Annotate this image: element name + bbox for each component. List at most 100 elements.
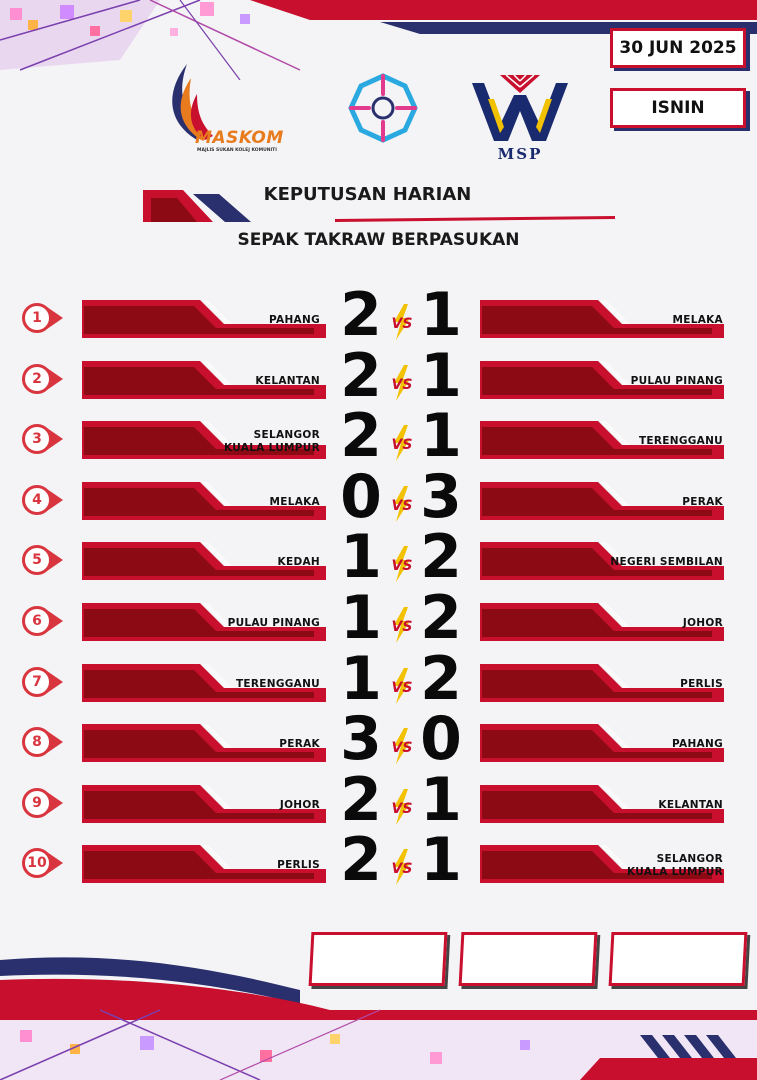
home-team-bar <box>82 662 326 706</box>
home-team-name: KELANTAN <box>255 375 320 388</box>
home-team-name: MELAKA <box>269 496 320 509</box>
home-team-line: JOHOR <box>279 798 320 811</box>
home-team-name: PERAK <box>279 738 320 751</box>
svg-text:VS: VS <box>392 558 413 574</box>
home-team-line: KELANTAN <box>255 374 320 387</box>
away-score: 0 <box>420 704 462 775</box>
home-team-name: JOHOR <box>280 799 320 812</box>
home-score: 1 <box>340 522 382 593</box>
away-team-bar <box>480 783 724 827</box>
away-team-line: PAHANG <box>672 738 723 751</box>
away-team-line: KELANTAN <box>658 798 723 811</box>
home-score: 2 <box>340 825 382 896</box>
home-score: 2 <box>340 280 382 350</box>
home-team-bar <box>82 783 326 827</box>
home-score: 1 <box>340 643 382 714</box>
home-score: 3 <box>340 704 382 775</box>
home-team-name: SELANGOR KUALA LUMPUR <box>224 429 320 455</box>
match-row: 7 TERENGGANU 1 VS 2 PERLIS <box>0 648 757 714</box>
away-team-name: TERENGGANU <box>639 435 723 448</box>
match-number-badge: 6 <box>22 606 52 636</box>
away-score: 1 <box>420 764 462 835</box>
home-score: 2 <box>340 764 382 835</box>
away-team-name: NEGERI SEMBILAN <box>610 556 723 569</box>
away-team-bar <box>480 540 724 584</box>
home-team-line: KEDAH <box>277 556 320 569</box>
home-team-line: PERLIS <box>277 859 320 872</box>
msp-name: MSP <box>497 145 543 163</box>
away-score: 2 <box>420 522 462 593</box>
match-number: 2 <box>32 370 42 387</box>
day-text: ISNIN <box>651 98 705 118</box>
mypolycc-logo <box>318 48 448 168</box>
svg-text:VS: VS <box>392 377 413 393</box>
match-row: 2 KELANTAN 2 VS 1 PULAU PINANG <box>0 345 757 411</box>
away-team-name: PAHANG <box>672 738 723 751</box>
svg-text:VS: VS <box>392 801 413 817</box>
away-team-bar <box>480 722 724 766</box>
away-team-name: MELAKA <box>672 314 723 327</box>
away-team-bar <box>480 662 724 706</box>
away-team-line: NEGERI SEMBILAN <box>610 556 723 569</box>
away-team-name: PERLIS <box>680 678 723 691</box>
match-number-badge: 4 <box>22 484 52 515</box>
match-number-badge: 10 <box>22 848 52 879</box>
svg-text:VS: VS <box>392 498 413 514</box>
msp-emblem-icon <box>472 74 568 141</box>
away-team-line: PERLIS <box>680 677 723 690</box>
away-team-line: TERENGGANU <box>638 435 723 448</box>
away-team-line: KUALA LUMPUR <box>627 866 723 879</box>
home-team-name: PERLIS <box>277 859 320 872</box>
away-score: 1 <box>420 825 462 896</box>
msp-logo: MSP <box>470 74 570 165</box>
match-number: 10 <box>27 855 47 872</box>
home-score: 1 <box>340 583 382 653</box>
away-team-name: KELANTAN <box>658 799 723 812</box>
away-score: 3 <box>420 461 462 532</box>
match-row: 6 PULAU PINANG 1 VS 2 JOHOR <box>0 587 757 653</box>
match-number: 9 <box>32 794 42 811</box>
maskom-name: MASKOM <box>195 128 284 148</box>
title-emblem <box>143 190 251 222</box>
home-team-bar <box>82 843 326 887</box>
date-text: 30 JUN 2025 <box>619 38 737 58</box>
date-box: 30 JUN 2025 <box>610 28 746 68</box>
home-team-line: PERAK <box>279 738 320 751</box>
match-number-badge: 2 <box>22 363 52 394</box>
home-score: 2 <box>340 401 382 472</box>
away-team-line: JOHOR <box>682 617 723 629</box>
home-score: 2 <box>340 340 382 411</box>
svg-text:VS: VS <box>392 619 413 635</box>
home-team-bar <box>82 359 326 403</box>
away-team-line: PERAK <box>682 495 723 508</box>
vs-lightning-icon: VS <box>388 788 416 825</box>
home-team-bar <box>82 480 326 524</box>
match-number: 3 <box>32 431 42 448</box>
vs-lightning-icon: VS <box>388 304 416 340</box>
match-row: 9 JOHOR 2 VS 1 KELANTAN <box>0 769 757 835</box>
match-number: 7 <box>32 673 42 690</box>
svg-text:VS: VS <box>392 680 413 696</box>
away-score: 2 <box>420 583 462 653</box>
match-number-badge: 9 <box>22 787 52 818</box>
home-team-bar <box>82 298 326 342</box>
page-title: KEPUTUSAN HARIAN <box>263 184 472 205</box>
vs-lightning-icon: VS <box>388 849 416 886</box>
maskom-logo: MASKOM MAJLIS SUKAN KOLEJ KOMUNITI <box>155 60 305 160</box>
home-team-bar <box>82 722 326 766</box>
home-team-name: PAHANG <box>269 314 320 327</box>
home-team-name: KEDAH <box>278 556 320 569</box>
home-team-line: MELAKA <box>269 495 320 508</box>
away-score: 1 <box>420 401 462 472</box>
away-score: 1 <box>420 280 462 350</box>
away-team-line: MELAKA <box>672 314 723 326</box>
match-number: 1 <box>32 310 42 326</box>
away-score: 1 <box>420 340 462 411</box>
maskom-tagline: MAJLIS SUKAN KOLEJ KOMUNITI <box>197 148 277 153</box>
vs-lightning-icon: VS <box>388 425 416 462</box>
vs-lightning-icon: VS <box>388 667 416 704</box>
svg-text:VS: VS <box>392 437 413 453</box>
match-row: 1 PAHANG 2 VS 1 MELAKA <box>0 284 757 350</box>
away-team-bar <box>480 480 724 524</box>
away-team-line: PULAU PINANG <box>630 374 723 387</box>
